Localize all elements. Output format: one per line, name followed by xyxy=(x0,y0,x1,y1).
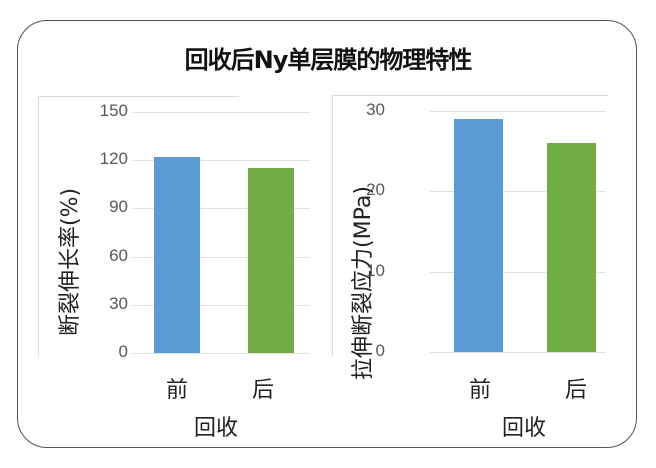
gridline-0 xyxy=(132,353,310,354)
y-tick: 60 xyxy=(109,246,128,265)
y-tick: 90 xyxy=(109,197,128,216)
y-tick: 20 xyxy=(366,180,385,199)
y-tick: 10 xyxy=(366,261,385,280)
figure-frame xyxy=(17,20,637,448)
bar-after xyxy=(248,168,294,353)
gridline-10 xyxy=(430,272,606,273)
gridline-30 xyxy=(430,111,606,112)
gridline-150 xyxy=(132,112,310,113)
y-tick: 30 xyxy=(109,294,128,313)
x-axis-label: 回收 xyxy=(193,416,238,441)
gridline-20 xyxy=(430,191,606,192)
bar-before xyxy=(454,119,503,352)
y-tick: 150 xyxy=(99,101,128,120)
x-category-before: 前 xyxy=(165,378,188,403)
y-tick: 0 xyxy=(118,342,128,361)
x-category-before: 前 xyxy=(468,378,491,403)
bar-before xyxy=(154,157,200,353)
y-axis-label: 断裂伸长率(%) xyxy=(58,187,83,336)
x-axis-label: 回收 xyxy=(501,416,546,441)
y-tick: 30 xyxy=(366,100,385,119)
gridline-120 xyxy=(132,160,310,161)
x-category-after: 后 xyxy=(251,378,274,403)
gridline-90 xyxy=(132,208,310,209)
y-tick: 0 xyxy=(375,341,385,360)
gridline-60 xyxy=(132,257,310,258)
x-category-after: 后 xyxy=(564,378,587,403)
gridline-30 xyxy=(132,305,310,306)
bar-after xyxy=(547,143,596,352)
gridline-0 xyxy=(430,352,606,353)
figure-title: 回收后Ny单层膜的物理特性 xyxy=(184,46,473,74)
chart-area-border xyxy=(38,96,239,357)
y-tick: 120 xyxy=(99,149,128,168)
chart-area-border xyxy=(332,95,608,356)
